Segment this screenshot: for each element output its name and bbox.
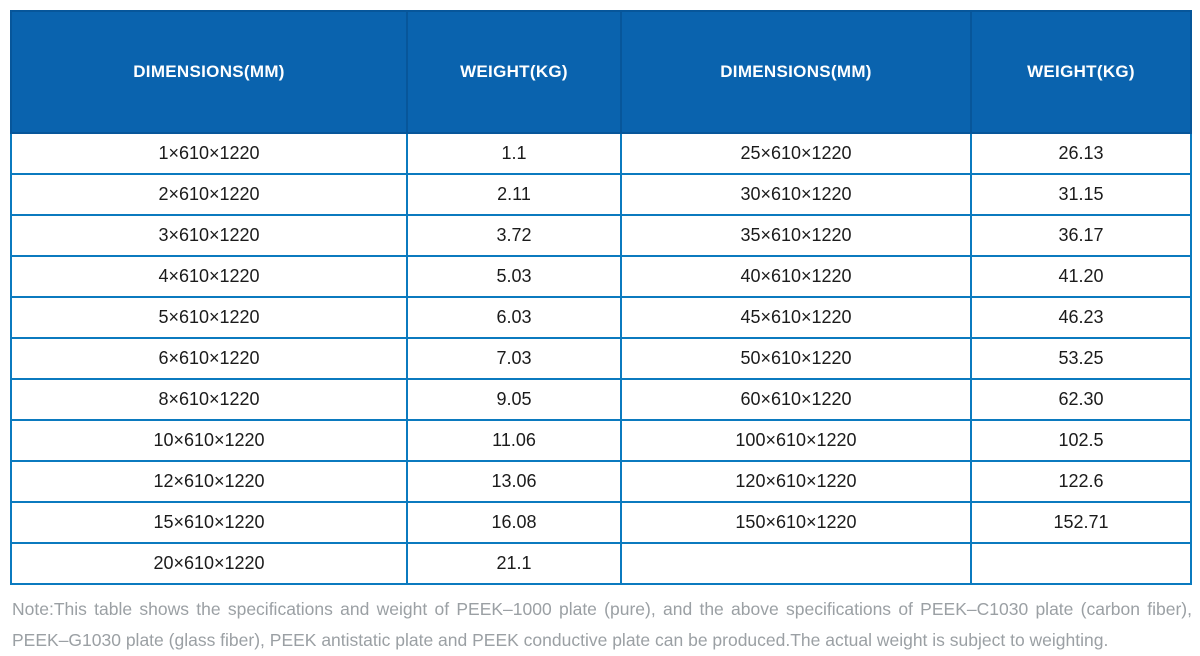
dimensions-cell: 30×610×1220 [620,173,972,216]
dimensions-cell: 150×610×1220 [620,501,972,544]
weight-cell: 3.72 [406,214,622,257]
weight-cell [970,542,1192,585]
table-header: DIMENSIONS(MM) WEIGHT(KG) DIMENSIONS(MM)… [10,10,1192,134]
dimensions-cell [620,542,972,585]
dimensions-cell: 15×610×1220 [10,501,408,544]
dimensions-cell: 100×610×1220 [620,419,972,462]
dimensions-cell: 2×610×1220 [10,173,408,216]
table-row: 10×610×1220 11.06 100×610×1220 102.5 [10,419,1192,462]
weight-cell: 41.20 [970,255,1192,298]
dimensions-cell: 45×610×1220 [620,296,972,339]
dimensions-cell: 10×610×1220 [10,419,408,462]
table-row: 12×610×1220 13.06 120×610×1220 122.6 [10,460,1192,503]
table-row: 8×610×1220 9.05 60×610×1220 62.30 [10,378,1192,421]
dimensions-cell: 120×610×1220 [620,460,972,503]
table-row: 20×610×1220 21.1 [10,542,1192,585]
dimensions-cell: 25×610×1220 [620,132,972,175]
weight-cell: 46.23 [970,296,1192,339]
table-row: 2×610×1220 2.11 30×610×1220 31.15 [10,173,1192,216]
table-row: 15×610×1220 16.08 150×610×1220 152.71 [10,501,1192,544]
weight-cell: 62.30 [970,378,1192,421]
note-text: Note:This table shows the specifications… [12,599,1192,650]
dimensions-cell: 3×610×1220 [10,214,408,257]
header-weight-left: WEIGHT(KG) [406,10,622,134]
weight-cell: 2.11 [406,173,622,216]
weight-cell: 11.06 [406,419,622,462]
dimensions-cell: 35×610×1220 [620,214,972,257]
dimensions-cell: 60×610×1220 [620,378,972,421]
weight-cell: 1.1 [406,132,622,175]
weight-cell: 102.5 [970,419,1192,462]
weight-cell: 122.6 [970,460,1192,503]
weight-cell: 7.03 [406,337,622,380]
dimensions-cell: 1×610×1220 [10,132,408,175]
header-dimensions-right: DIMENSIONS(MM) [620,10,972,134]
header-dimensions-left: DIMENSIONS(MM) [10,10,408,134]
table-row: 5×610×1220 6.03 45×610×1220 46.23 [10,296,1192,339]
table-row: 4×610×1220 5.03 40×610×1220 41.20 [10,255,1192,298]
dimensions-cell: 6×610×1220 [10,337,408,380]
dimensions-cell: 5×610×1220 [10,296,408,339]
weight-cell: 53.25 [970,337,1192,380]
weight-cell: 13.06 [406,460,622,503]
weight-cell: 36.17 [970,214,1192,257]
table-row: 1×610×1220 1.1 25×610×1220 26.13 [10,132,1192,175]
table-body: 1×610×1220 1.1 25×610×1220 26.13 2×610×1220 2… [10,132,1192,585]
dimensions-cell: 40×610×1220 [620,255,972,298]
weight-cell: 16.08 [406,501,622,544]
weight-cell: 9.05 [406,378,622,421]
weight-cell: 6.03 [406,296,622,339]
dimensions-cell: 20×610×1220 [10,542,408,585]
weight-cell: 26.13 [970,132,1192,175]
dimensions-cell: 12×610×1220 [10,460,408,503]
weight-cell: 31.15 [970,173,1192,216]
peek-plate-spec-table: DIMENSIONS(MM) WEIGHT(KG) DIMENSIONS(MM)… [10,10,1192,585]
dimensions-cell: 4×610×1220 [10,255,408,298]
weight-cell: 21.1 [406,542,622,585]
dimensions-cell: 50×610×1220 [620,337,972,380]
dimensions-cell: 8×610×1220 [10,378,408,421]
header-row: DIMENSIONS(MM) WEIGHT(KG) DIMENSIONS(MM)… [10,10,1192,134]
table-row: 6×610×1220 7.03 50×610×1220 53.25 [10,337,1192,380]
table-row: 3×610×1220 3.72 35×610×1220 36.17 [10,214,1192,257]
header-weight-right: WEIGHT(KG) [970,10,1192,134]
weight-cell: 152.71 [970,501,1192,544]
weight-cell: 5.03 [406,255,622,298]
